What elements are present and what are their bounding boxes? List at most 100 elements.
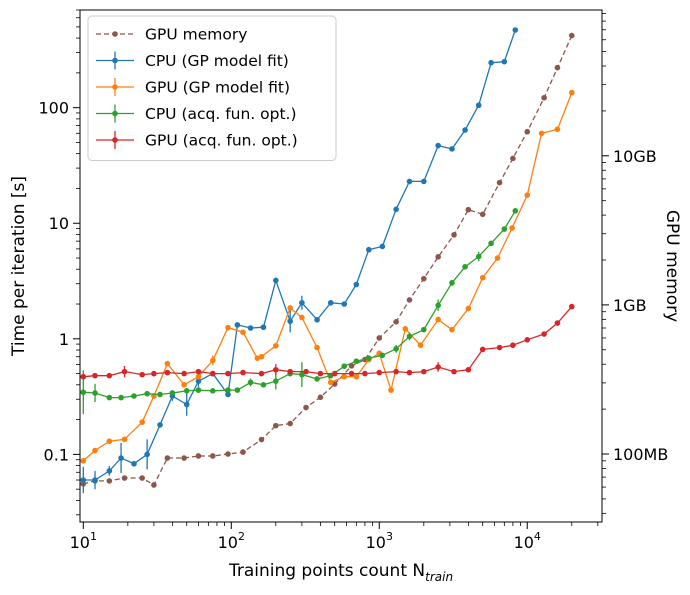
data-point	[341, 373, 348, 380]
data-point	[479, 346, 486, 353]
data-point	[327, 299, 334, 306]
data-point	[353, 358, 360, 365]
x-tick-label: 102	[218, 530, 245, 552]
data-point	[541, 331, 547, 337]
legend-label: GPU memory	[145, 26, 247, 44]
data-point	[181, 455, 187, 461]
x-axis-title: Training points count Ntrain	[228, 561, 453, 584]
data-point	[317, 370, 324, 377]
data-point	[287, 305, 293, 311]
data-point	[402, 326, 409, 332]
data-point	[106, 468, 113, 474]
data-point	[234, 387, 241, 393]
data-point	[421, 368, 427, 375]
y2-tick-label: 100MB	[613, 445, 668, 464]
data-point	[258, 436, 265, 443]
legend-item: GPU memory	[96, 26, 247, 44]
data-point	[118, 455, 124, 461]
data-point	[121, 475, 128, 481]
legend-box	[87, 15, 337, 161]
y2-tick-label: 1GB	[613, 296, 647, 315]
data-point	[260, 382, 267, 388]
data-point	[353, 281, 360, 288]
legend-swatch-marker	[112, 110, 118, 117]
series-2	[80, 89, 575, 464]
x-tick-label: 103	[366, 530, 393, 552]
data-point	[234, 322, 241, 328]
x-tick-label-base: 10	[366, 533, 386, 552]
data-point	[157, 391, 163, 398]
data-point	[151, 482, 157, 488]
x-axis-title-subscript: train	[425, 570, 453, 584]
data-point	[258, 353, 265, 360]
data-point	[151, 370, 157, 377]
data-point	[195, 368, 202, 375]
data-point	[240, 329, 246, 336]
series-4	[80, 303, 575, 380]
data-point	[568, 32, 575, 39]
data-point	[406, 333, 413, 340]
data-point	[273, 422, 279, 429]
data-point	[449, 280, 455, 286]
data-point	[225, 370, 231, 377]
data-point	[475, 253, 482, 260]
data-point	[406, 297, 413, 303]
data-point	[475, 102, 482, 109]
series-line	[83, 35, 573, 486]
data-point	[92, 447, 98, 454]
data-point	[568, 303, 575, 310]
data-point	[510, 342, 516, 349]
data-point	[327, 379, 334, 386]
data-point	[541, 94, 547, 101]
data-point	[106, 438, 113, 445]
data-point	[273, 277, 279, 284]
data-point	[314, 376, 320, 382]
data-point	[80, 389, 87, 396]
data-point	[314, 317, 320, 323]
x-tick-label-exponent: 3	[386, 530, 393, 543]
data-point	[538, 130, 545, 137]
series-0	[80, 32, 575, 488]
data-point	[195, 373, 202, 380]
data-point	[303, 368, 309, 375]
data-point	[393, 368, 399, 375]
data-point	[501, 58, 508, 65]
plot-frame	[79, 9, 603, 523]
data-point	[164, 369, 171, 376]
y-tick-label: 10	[49, 214, 69, 233]
data-point	[247, 325, 254, 331]
data-point	[376, 335, 383, 341]
data-point	[462, 263, 468, 270]
data-point	[157, 422, 163, 428]
data-point	[362, 370, 368, 377]
data-point	[195, 378, 202, 384]
data-point	[348, 363, 355, 369]
data-point	[488, 59, 494, 66]
data-point	[435, 254, 441, 260]
data-point	[195, 453, 202, 459]
data-point	[465, 305, 472, 312]
legend-item: GPU (GP model fit)	[96, 78, 290, 97]
data-point	[435, 364, 441, 370]
data-point	[451, 232, 457, 238]
series-line	[82, 92, 573, 462]
data-point	[568, 89, 575, 96]
data-point	[435, 142, 441, 149]
data-point	[209, 387, 216, 394]
data-point	[181, 382, 187, 388]
data-point	[510, 155, 516, 162]
data-point	[80, 373, 87, 380]
data-point	[465, 366, 472, 373]
data-point	[421, 275, 427, 282]
legend: GPU memory CPU (GP model fit) GPU (GP mode…	[87, 15, 337, 161]
data-point	[465, 206, 472, 213]
data-point	[144, 451, 150, 458]
y2-axis-title: GPU memory	[662, 210, 682, 322]
data-point	[247, 379, 254, 386]
legend-label: GPU (acq. fun. opt.)	[145, 132, 298, 150]
data-point	[92, 372, 98, 379]
data-point	[524, 337, 531, 343]
data-point	[449, 326, 455, 333]
data-point	[449, 146, 455, 152]
data-point	[388, 387, 394, 393]
